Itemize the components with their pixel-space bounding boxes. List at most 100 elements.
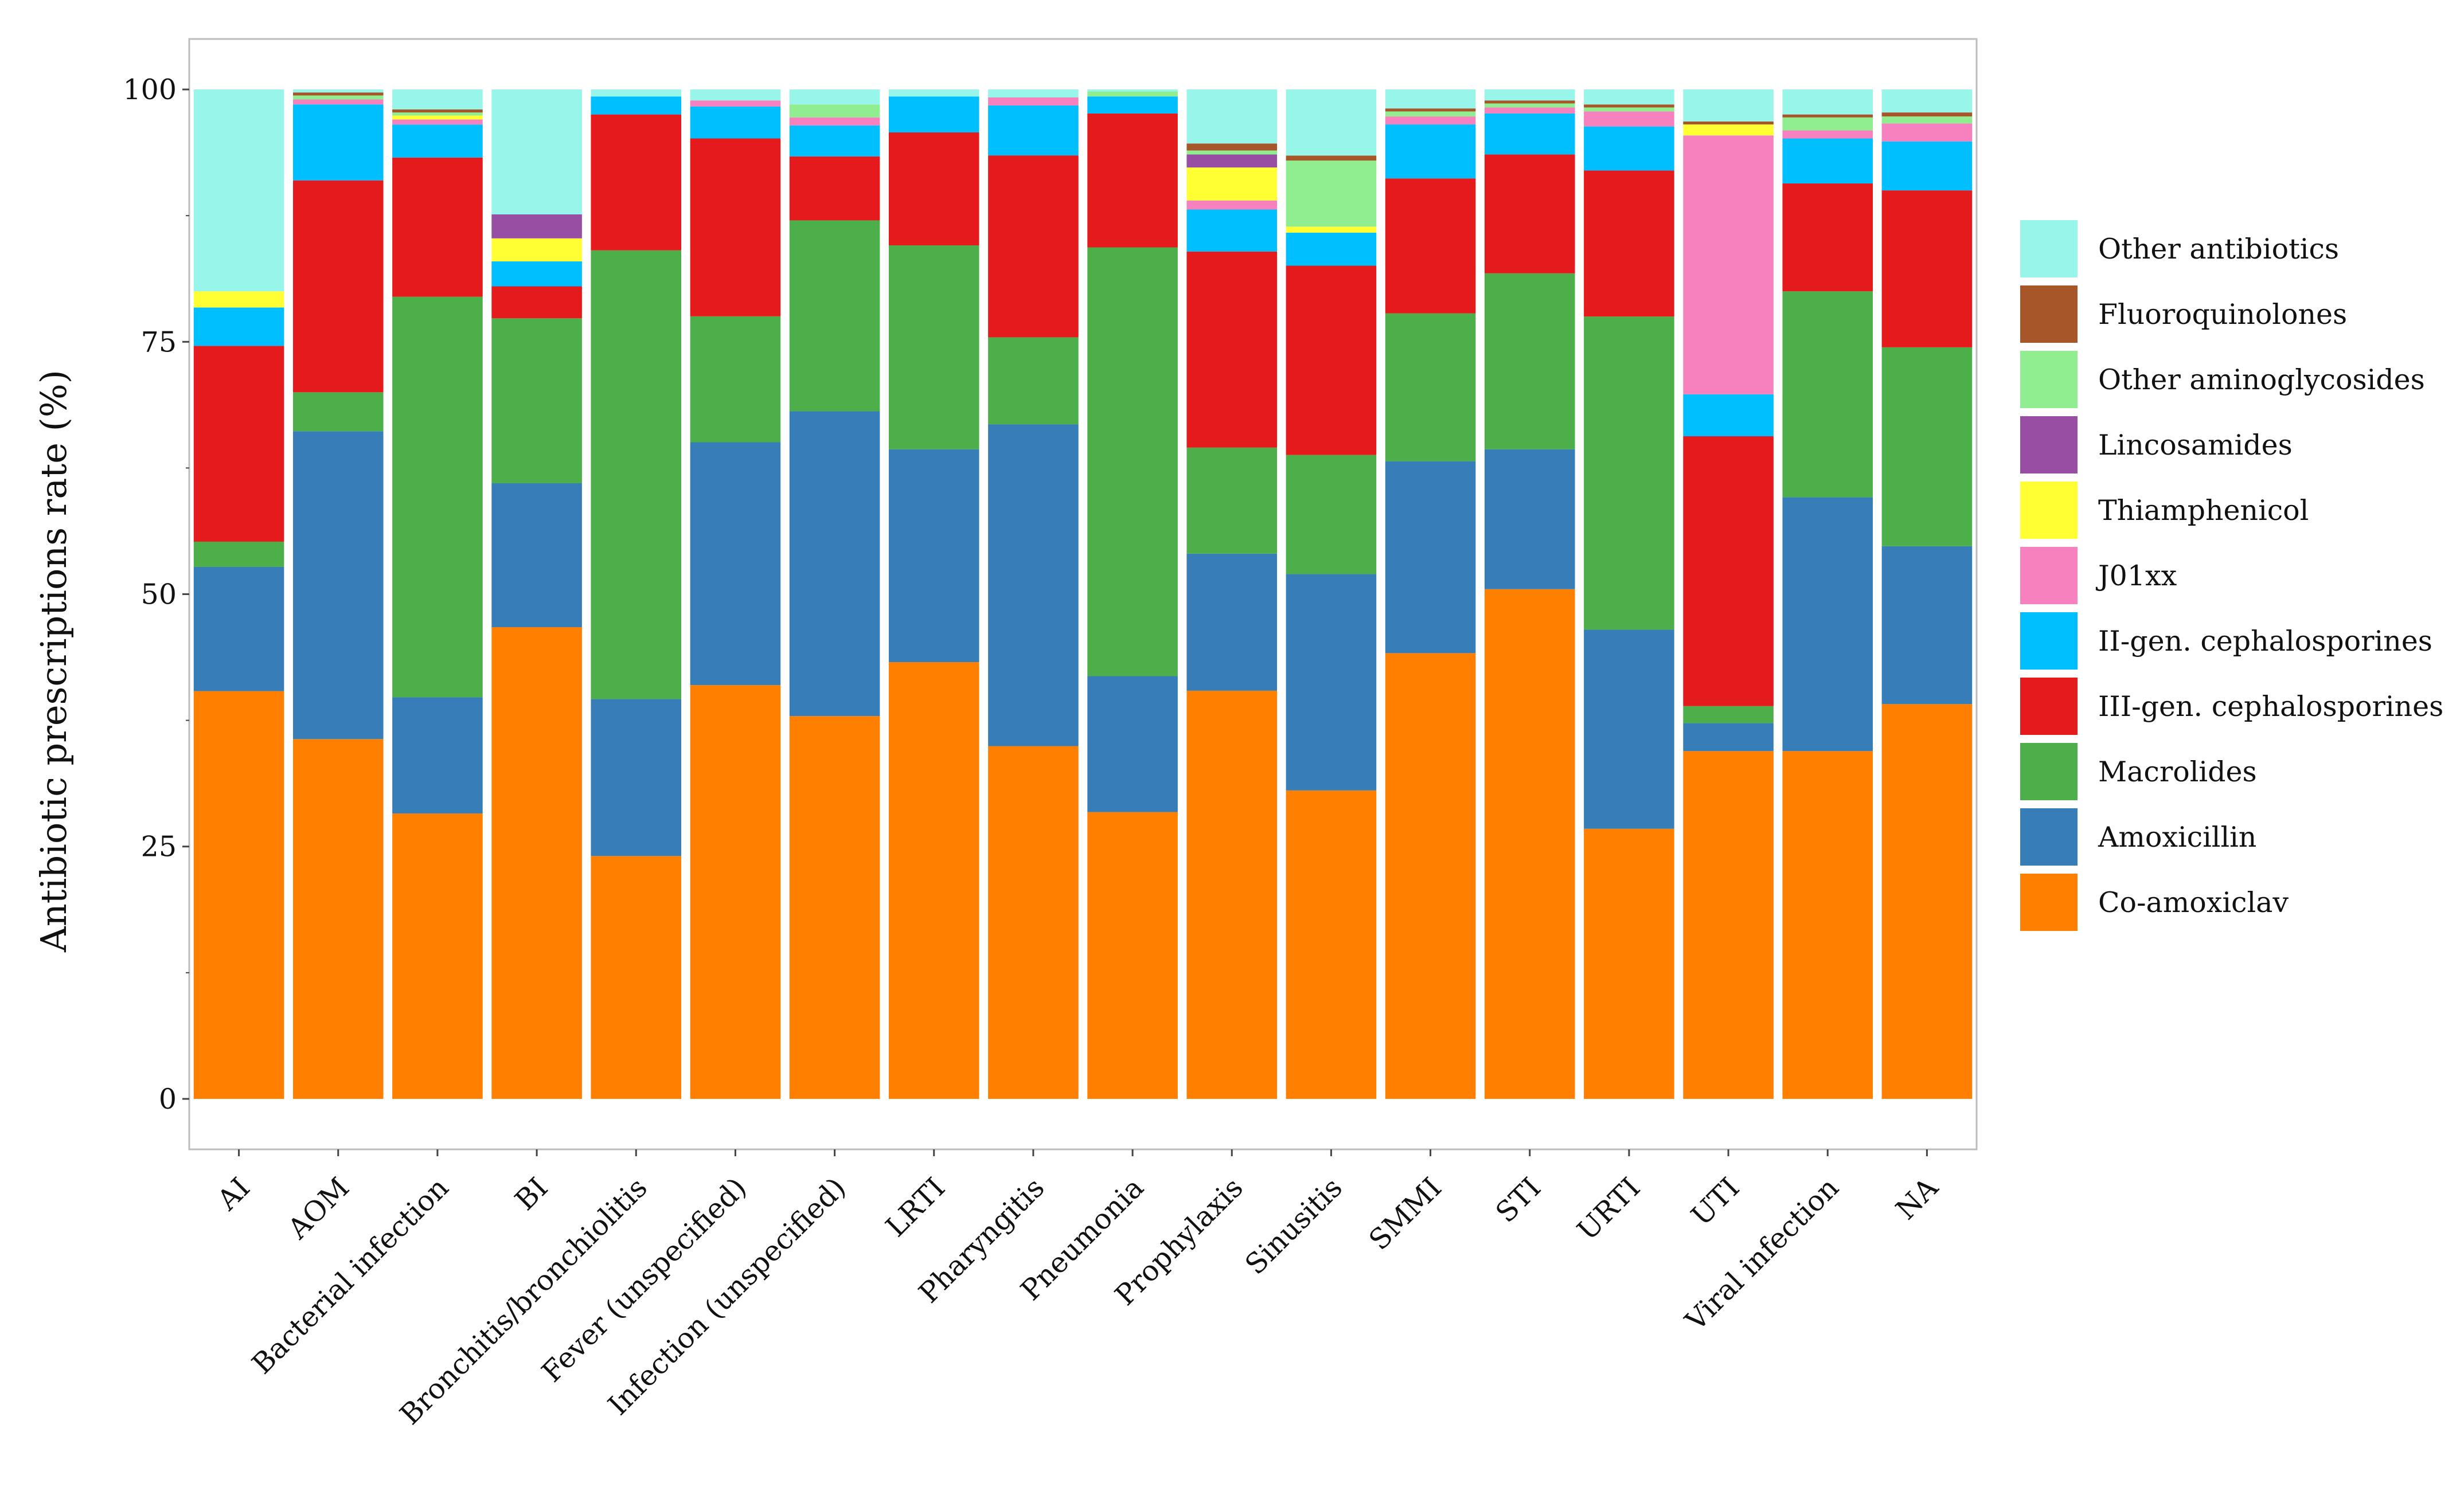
y-tick-label: 75 xyxy=(141,326,177,358)
bar-segment-amoxicillin xyxy=(1385,461,1476,654)
bar-segment-ii-gen-cephalosporines xyxy=(1484,113,1575,155)
bar-segment-fluoroquinolones xyxy=(1484,100,1575,104)
bar-segment-amoxicillin xyxy=(1484,449,1575,589)
bar-segment-iii-gen-cephalosporines xyxy=(789,156,880,221)
legend-swatch xyxy=(2020,547,2078,604)
bar-segment-ii-gen-cephalosporines xyxy=(1385,124,1476,179)
bar-segment-j01xx xyxy=(988,97,1079,105)
legend-item-lincosamides: Lincosamides xyxy=(2020,416,2293,474)
bar-segment-fluoroquinolones xyxy=(1881,112,1973,117)
bar-segment-ii-gen-cephalosporines xyxy=(1186,209,1278,252)
bar-ai xyxy=(193,89,284,1099)
bar-segment-other-antibiotics xyxy=(988,89,1079,97)
bars-layer xyxy=(193,89,1973,1099)
bar-segment-macrolides xyxy=(491,318,582,483)
bar-segment-co-amoxiclav xyxy=(292,739,384,1099)
bar-segment-other-antibiotics xyxy=(888,89,979,97)
bar-segment-macrolides xyxy=(1584,316,1674,630)
bar-segment-ii-gen-cephalosporines xyxy=(1584,126,1674,171)
bar-fever-unspecified xyxy=(690,89,781,1099)
bar-segment-macrolides xyxy=(888,245,979,449)
legend-item-j01xx: J01xx xyxy=(2020,547,2177,604)
bar-segment-other-aminoglycosides xyxy=(1087,91,1178,97)
bar-segment-co-amoxiclav xyxy=(491,627,582,1099)
bar-segment-amoxicillin xyxy=(292,431,384,739)
bar-segment-other-aminoglycosides xyxy=(292,95,384,100)
legend-item-ii-gen-cephalosporines: II-gen. cephalosporines xyxy=(2020,612,2432,670)
bar-segment-amoxicillin xyxy=(1881,546,1973,705)
bar-segment-amoxicillin xyxy=(1186,553,1278,691)
bar-segment-macrolides xyxy=(392,296,483,698)
bar-segment-macrolides xyxy=(1881,347,1973,546)
bar-segment-fluoroquinolones xyxy=(1683,121,1774,125)
bar-segment-amoxicillin xyxy=(392,697,483,814)
bar-segment-thiamphenicol xyxy=(392,115,483,120)
legend-swatch xyxy=(2020,285,2078,343)
bar-bronchitis-bronchiolitis xyxy=(591,89,682,1099)
bar-segment-other-aminoglycosides xyxy=(1286,161,1377,227)
bar-pneumonia xyxy=(1087,89,1178,1099)
bar-segment-ii-gen-cephalosporines xyxy=(292,104,384,181)
bar-segment-ii-gen-cephalosporines xyxy=(591,96,682,115)
bar-segment-amoxicillin xyxy=(1286,574,1377,791)
bar-segment-co-amoxiclav xyxy=(591,856,682,1099)
bar-segment-other-aminoglycosides xyxy=(1385,111,1476,117)
y-tick-label: 25 xyxy=(141,831,177,863)
bar-smmi xyxy=(1385,89,1476,1099)
bar-segment-iii-gen-cephalosporines xyxy=(1286,265,1377,455)
bar-segment-other-aminoglycosides xyxy=(1186,150,1278,155)
legend-label: Co-amoxiclav xyxy=(2098,886,2289,919)
bar-segment-other-aminoglycosides xyxy=(1881,116,1973,124)
legend-swatch xyxy=(2020,482,2078,539)
bar-na xyxy=(1881,89,1973,1099)
bar-segment-other-antibiotics xyxy=(1087,89,1178,92)
bar-segment-iii-gen-cephalosporines xyxy=(1385,178,1476,314)
bar-segment-other-antibiotics xyxy=(1484,89,1575,101)
legend-label: Thiamphenicol xyxy=(2098,494,2309,527)
legend-swatch xyxy=(2020,351,2078,408)
bar-segment-co-amoxiclav xyxy=(1782,751,1873,1099)
bar-segment-co-amoxiclav xyxy=(888,662,979,1099)
bar-segment-other-antibiotics xyxy=(1385,89,1476,109)
bar-segment-macrolides xyxy=(193,541,284,567)
bar-segment-ii-gen-cephalosporines xyxy=(789,125,880,156)
bar-segment-amoxicillin xyxy=(988,424,1079,746)
bar-segment-amoxicillin xyxy=(888,449,979,663)
legend-label: J01xx xyxy=(2095,559,2177,592)
bar-segment-co-amoxiclav xyxy=(1881,704,1973,1099)
legend-label: Macrolides xyxy=(2098,756,2257,788)
bar-segment-amoxicillin xyxy=(1087,676,1178,812)
bar-segment-lincosamides xyxy=(1186,154,1278,168)
bar-segment-amoxicillin xyxy=(789,411,880,717)
bar-segment-co-amoxiclav xyxy=(789,716,880,1099)
legend-item-amoxicillin: Amoxicillin xyxy=(2020,808,2256,866)
bar-segment-ii-gen-cephalosporines xyxy=(690,106,781,139)
legend-label: Other aminoglycosides xyxy=(2098,363,2425,396)
bar-segment-other-antibiotics xyxy=(1584,89,1674,105)
bar-segment-macrolides xyxy=(690,316,781,443)
bar-segment-amoxicillin xyxy=(690,442,781,686)
bar-segment-j01xx xyxy=(1484,107,1575,114)
bar-segment-amoxicillin xyxy=(1584,629,1674,829)
bar-segment-macrolides xyxy=(1683,706,1774,723)
bar-segment-j01xx xyxy=(1584,111,1674,127)
bar-segment-other-antibiotics xyxy=(491,89,582,214)
legend-swatch xyxy=(2020,808,2078,866)
bar-segment-lincosamides xyxy=(491,214,582,238)
bar-segment-ii-gen-cephalosporines xyxy=(392,124,483,158)
bar-viral-infection xyxy=(1782,89,1873,1099)
bar-bacterial-infection xyxy=(392,89,483,1099)
bar-segment-amoxicillin xyxy=(1782,497,1873,752)
bar-segment-iii-gen-cephalosporines xyxy=(491,286,582,319)
bar-segment-co-amoxiclav xyxy=(988,746,1079,1099)
bar-prophylaxis xyxy=(1186,89,1278,1099)
legend-swatch xyxy=(2020,874,2078,931)
bar-segment-co-amoxiclav xyxy=(1087,812,1178,1099)
bar-segment-other-aminoglycosides xyxy=(1584,107,1674,112)
legend-item-iii-gen-cephalosporines: III-gen. cephalosporines xyxy=(2020,678,2443,735)
bar-segment-j01xx xyxy=(690,100,781,107)
bar-segment-co-amoxiclav xyxy=(392,813,483,1099)
bar-segment-other-antibiotics xyxy=(789,89,880,105)
bar-urti xyxy=(1584,89,1674,1099)
bar-segment-other-antibiotics xyxy=(1782,89,1873,115)
